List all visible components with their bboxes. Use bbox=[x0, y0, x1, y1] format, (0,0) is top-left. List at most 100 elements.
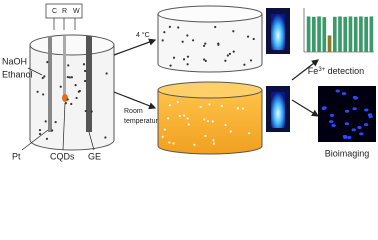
particle bbox=[177, 26, 180, 29]
particle bbox=[163, 31, 166, 34]
particle bbox=[243, 63, 246, 66]
graphical-abstract: C R W NaOH Ethanol Pt CQDs GE 4 °C Room … bbox=[2, 2, 376, 161]
label-part: detection bbox=[325, 66, 364, 76]
beaker bbox=[157, 14, 263, 73]
particle bbox=[104, 136, 107, 139]
particle bbox=[43, 75, 46, 78]
cell bbox=[367, 113, 373, 117]
particle bbox=[46, 61, 49, 64]
part-label: GE bbox=[88, 151, 101, 161]
arrow-label: 4 °C bbox=[136, 31, 150, 39]
particle bbox=[208, 103, 211, 106]
particle bbox=[203, 118, 206, 121]
particle bbox=[83, 69, 87, 73]
cell bbox=[343, 136, 348, 140]
bar bbox=[332, 16, 337, 52]
particle bbox=[67, 64, 70, 67]
bar bbox=[364, 16, 368, 52]
particle bbox=[229, 130, 232, 133]
cqds-spot bbox=[62, 94, 68, 102]
pointer bbox=[27, 67, 43, 76]
particle bbox=[206, 119, 209, 123]
particle bbox=[41, 76, 44, 80]
beaker-rim bbox=[157, 81, 263, 99]
particle bbox=[70, 102, 73, 106]
bars bbox=[306, 16, 374, 53]
arrow-label: temperature bbox=[124, 118, 162, 125]
ge-electrode bbox=[86, 36, 92, 132]
particle bbox=[84, 109, 87, 113]
bar bbox=[359, 16, 363, 52]
cell bbox=[329, 113, 335, 117]
particle bbox=[181, 40, 184, 43]
cell bbox=[344, 122, 350, 126]
cell bbox=[363, 123, 369, 127]
label-part: 3+ bbox=[318, 67, 325, 73]
particle bbox=[66, 75, 69, 79]
bar bbox=[369, 16, 374, 52]
cell: C R W NaOH Ethanol Pt CQDs GE bbox=[2, 3, 115, 161]
particle bbox=[36, 90, 39, 93]
particle bbox=[186, 55, 190, 58]
particle bbox=[172, 142, 175, 145]
arrow bbox=[113, 38, 157, 56]
vial bbox=[271, 14, 285, 50]
particle bbox=[176, 100, 179, 104]
particle bbox=[169, 64, 172, 67]
reference-electrode bbox=[63, 36, 66, 96]
particle bbox=[212, 142, 215, 145]
cell bbox=[341, 92, 347, 96]
particle bbox=[90, 110, 93, 113]
particle bbox=[217, 43, 220, 46]
solution-label: Ethanol bbox=[2, 69, 33, 79]
particle bbox=[203, 58, 206, 61]
particle bbox=[38, 132, 42, 136]
particle bbox=[59, 85, 62, 88]
cell bbox=[328, 120, 334, 124]
label-part: Fe bbox=[308, 66, 319, 76]
particle bbox=[45, 137, 49, 140]
particle bbox=[246, 35, 250, 38]
particle bbox=[178, 114, 181, 118]
particle bbox=[70, 76, 73, 79]
particle bbox=[82, 63, 86, 66]
pointer bbox=[62, 102, 66, 151]
cell bbox=[364, 108, 369, 112]
part-label: CQDs bbox=[50, 151, 75, 161]
particle bbox=[186, 63, 189, 66]
arrow-label: Room bbox=[124, 108, 143, 115]
bar bbox=[312, 16, 316, 52]
particle bbox=[202, 44, 206, 47]
particle bbox=[204, 134, 207, 138]
particle bbox=[241, 107, 245, 110]
particle bbox=[220, 104, 224, 108]
pointer bbox=[21, 129, 49, 151]
detection-label: Fe3+ detection bbox=[308, 66, 364, 76]
vial bbox=[271, 92, 285, 128]
cell-image bbox=[318, 86, 376, 142]
particle bbox=[78, 89, 81, 93]
particle bbox=[168, 141, 171, 144]
beaker-rim bbox=[29, 34, 115, 56]
bar bbox=[343, 16, 348, 52]
particle bbox=[168, 25, 171, 28]
arrow bbox=[291, 99, 320, 117]
pointer bbox=[88, 131, 95, 151]
cells bbox=[321, 89, 373, 140]
particle bbox=[161, 39, 164, 42]
particle bbox=[204, 42, 207, 45]
particle bbox=[236, 107, 239, 110]
particle bbox=[249, 59, 253, 62]
particle bbox=[66, 98, 69, 101]
particles bbox=[161, 25, 255, 67]
particles bbox=[36, 61, 108, 140]
particle bbox=[51, 129, 54, 132]
particle bbox=[167, 117, 170, 120]
cell bbox=[331, 124, 336, 128]
particle bbox=[83, 79, 87, 83]
beaker bbox=[157, 90, 263, 155]
cell bbox=[347, 136, 352, 140]
particle bbox=[252, 37, 255, 41]
cell bbox=[352, 107, 357, 111]
cell bbox=[353, 96, 359, 100]
